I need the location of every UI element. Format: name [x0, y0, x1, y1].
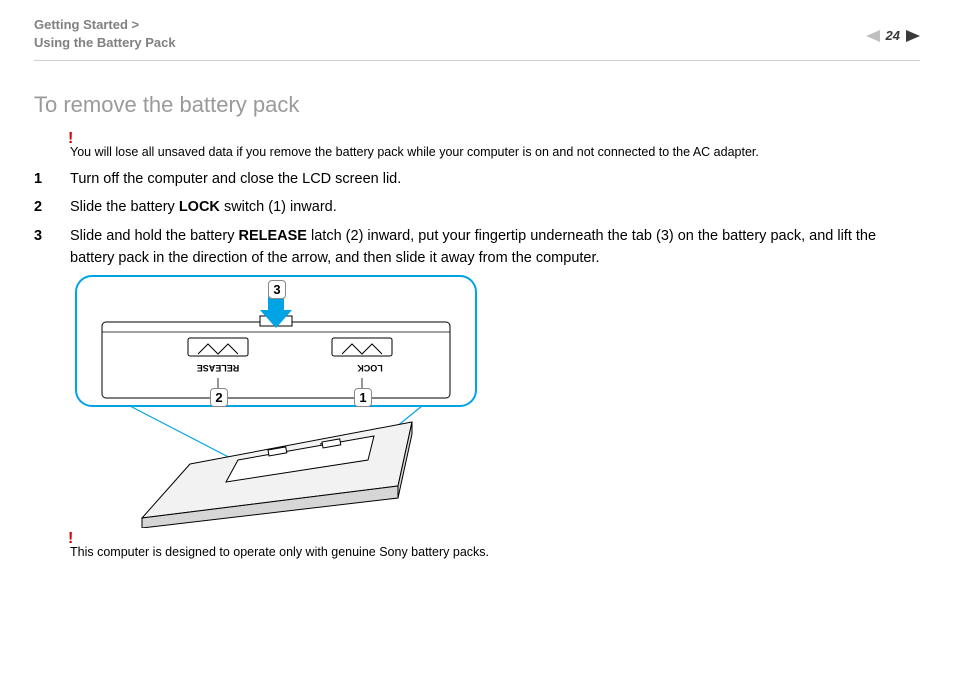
callout-label: 1 [359, 390, 366, 405]
step-list: 1 Turn off the computer and close the LC… [34, 168, 920, 276]
callout-label: 2 [215, 390, 222, 405]
lock-label: LOCK [357, 363, 383, 373]
step-number: 3 [34, 225, 70, 270]
callout-label: 3 [273, 282, 280, 297]
page-header: Getting Started > Using the Battery Pack [34, 16, 920, 61]
warning-icon: ! [68, 128, 73, 150]
callout-2: 2 [210, 388, 228, 407]
warning-note-1: ! You will lose all unsaved data if you … [70, 144, 920, 161]
step-text-part: Slide and hold the battery [70, 228, 238, 244]
section-title: To remove the battery pack [34, 92, 299, 118]
step-text-bold: LOCK [179, 199, 220, 215]
step-text-part: switch (1) inward. [220, 199, 337, 215]
step-2: 2 Slide the battery LOCK switch (1) inwa… [34, 196, 920, 218]
callout-3: 3 [268, 280, 286, 299]
battery-removal-figure: RELEASE LOCK 3 [70, 274, 482, 528]
callout-1: 1 [354, 388, 372, 407]
page-navigator: 24 [866, 28, 920, 43]
release-label: RELEASE [197, 363, 240, 373]
step-number: 1 [34, 168, 70, 190]
warning-text-1: You will lose all unsaved data if you re… [70, 145, 759, 159]
page-number: 24 [886, 28, 900, 43]
step-1: 1 Turn off the computer and close the LC… [34, 168, 920, 190]
breadcrumb-line1: Getting Started > [34, 17, 139, 32]
step-text: Turn off the computer and close the LCD … [70, 168, 920, 190]
warning-note-2: ! This computer is designed to operate o… [70, 544, 920, 561]
step-number: 2 [34, 196, 70, 218]
next-page-icon[interactable] [906, 30, 920, 42]
warning-text-2: This computer is designed to operate onl… [70, 545, 489, 559]
step-text: Slide the battery LOCK switch (1) inward… [70, 196, 920, 218]
step-text: Slide and hold the battery RELEASE latch… [70, 225, 920, 270]
step-text-bold: RELEASE [238, 228, 307, 244]
step-3: 3 Slide and hold the battery RELEASE lat… [34, 225, 920, 270]
prev-page-icon[interactable] [866, 30, 880, 42]
step-text-part: Slide the battery [70, 199, 179, 215]
breadcrumb-line2: Using the Battery Pack [34, 35, 176, 50]
warning-icon: ! [68, 528, 73, 550]
breadcrumb: Getting Started > Using the Battery Pack [34, 16, 920, 52]
